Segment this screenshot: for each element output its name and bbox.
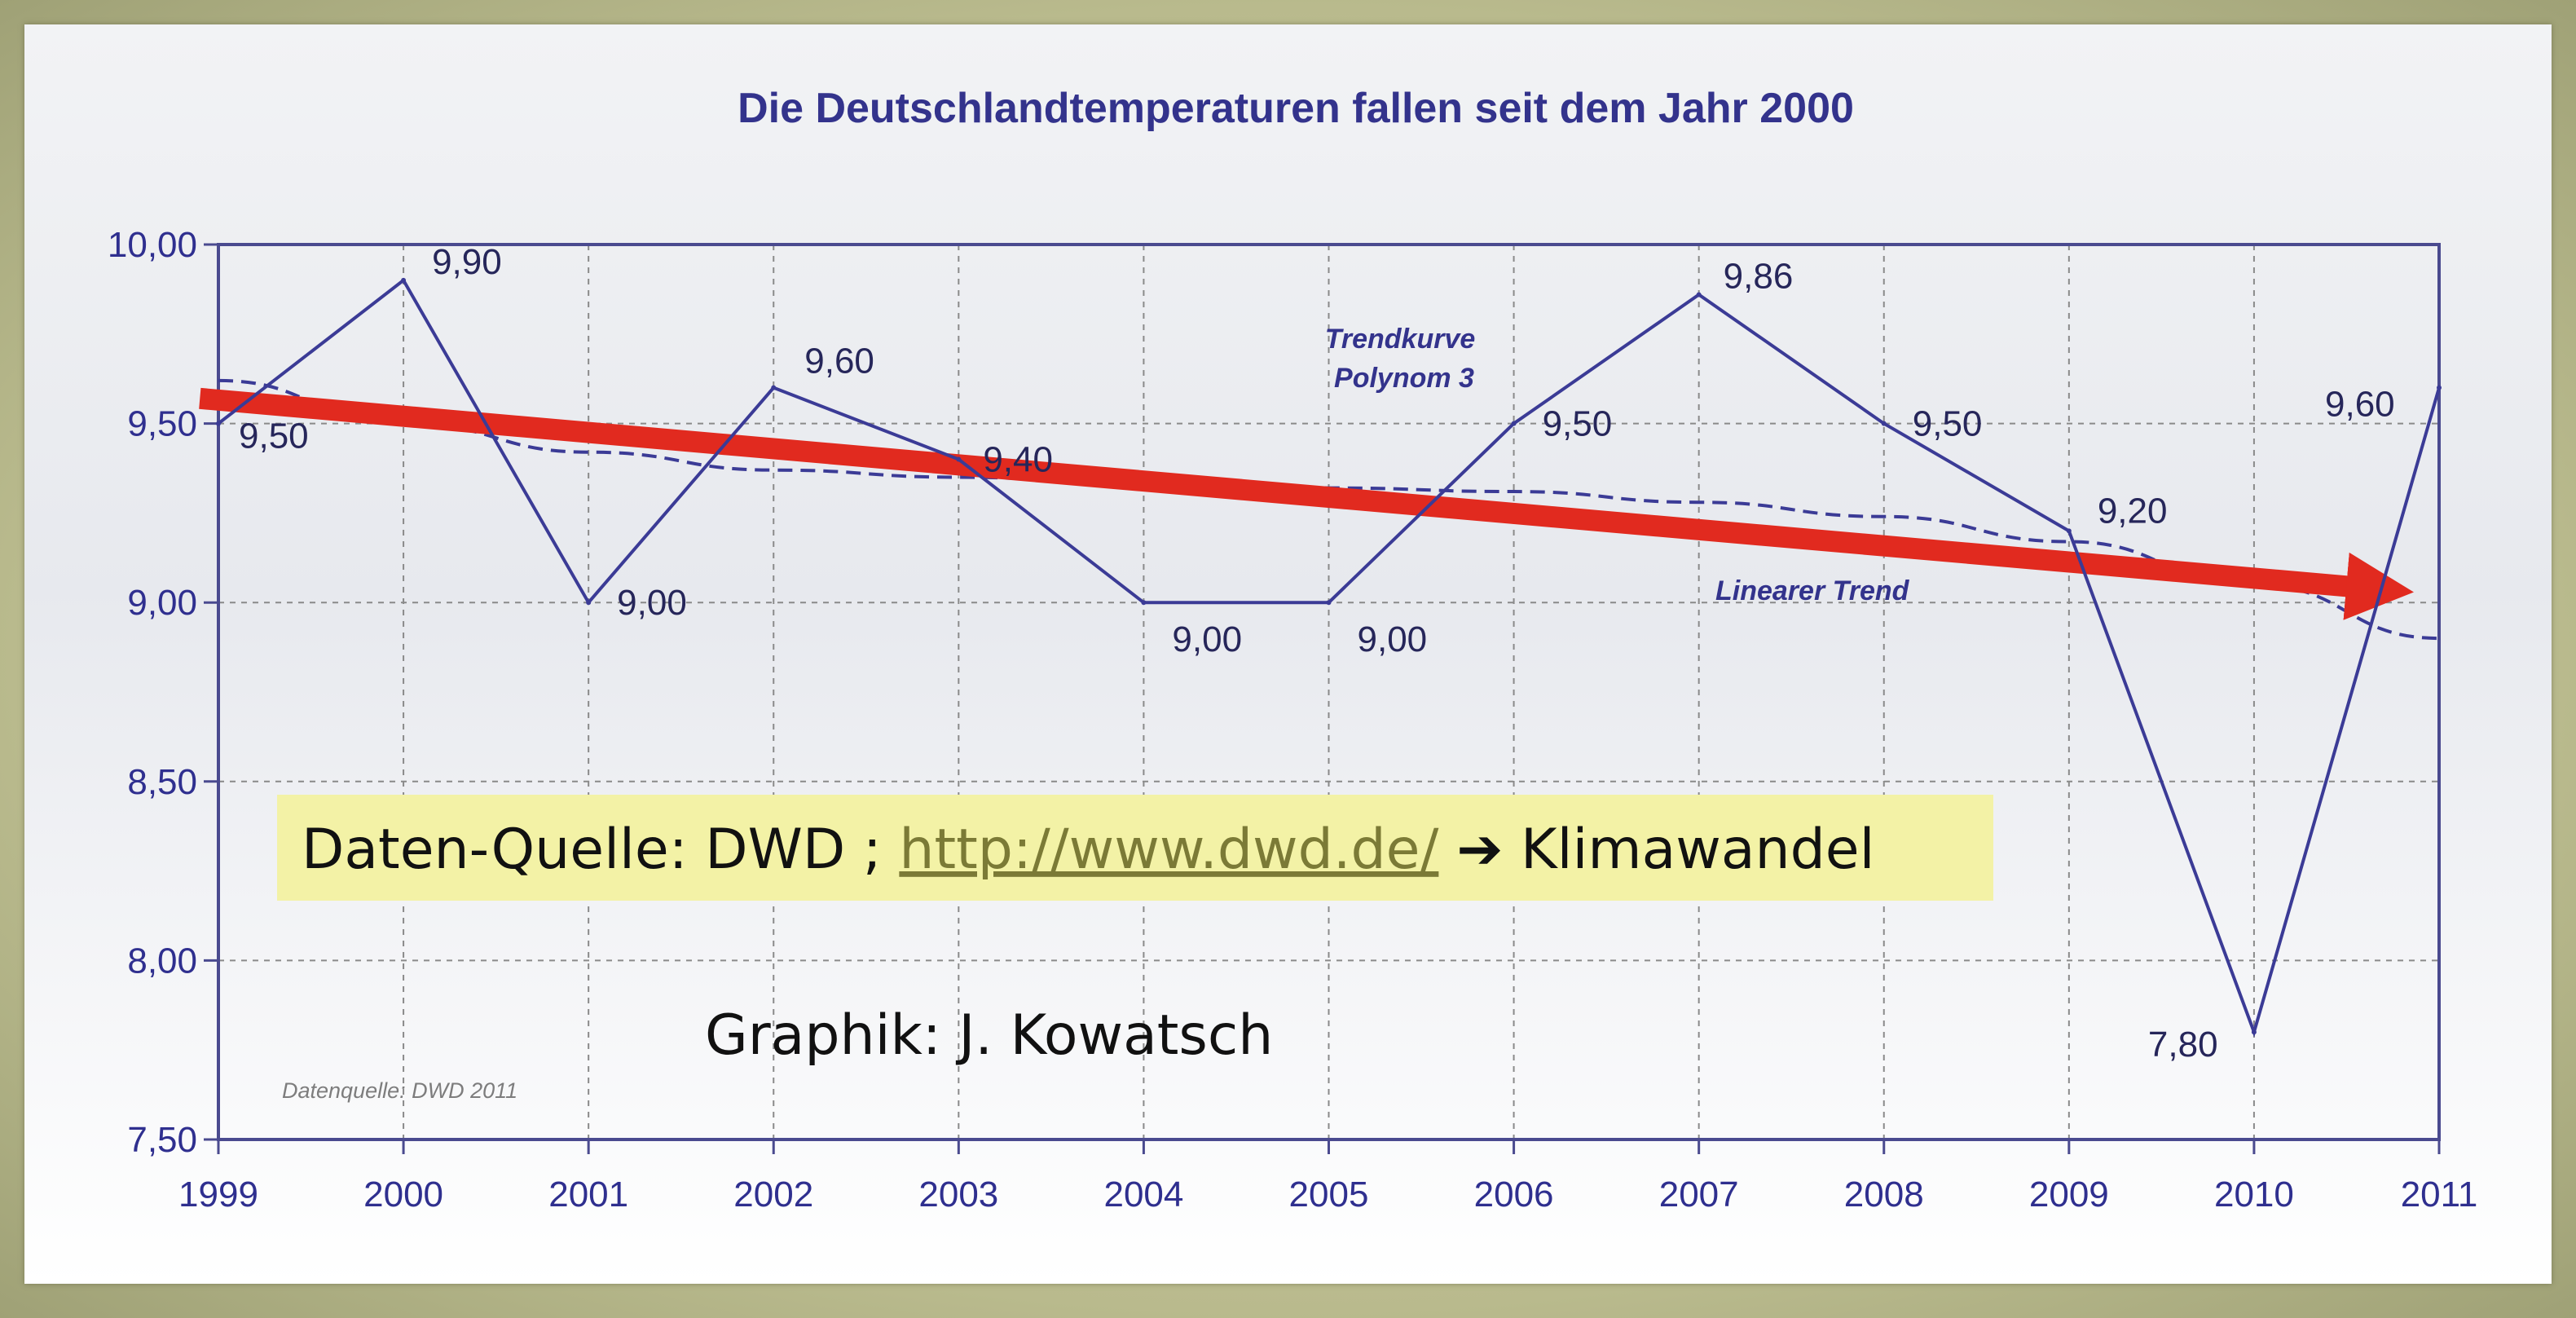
- linear-trend-label: Linearer Trend: [1715, 575, 1910, 606]
- data-label: 9,86: [1724, 256, 1794, 296]
- y-tick-label: 7,50: [127, 1120, 197, 1160]
- data-label: 9,00: [1172, 619, 1242, 659]
- arrow-right-icon: ➔: [1456, 818, 1503, 882]
- x-tick-label: 2004: [1103, 1175, 1183, 1214]
- data-label: 9,90: [432, 242, 502, 282]
- data-label: 9,60: [804, 342, 874, 381]
- data-point: [401, 277, 407, 283]
- data-point: [1326, 600, 1332, 606]
- grid: [218, 245, 2439, 1139]
- chart: Die Deutschlandtemperaturen fallen seit …: [108, 85, 2477, 1214]
- source-suffix: Klimawandel: [1503, 818, 1874, 882]
- source-link[interactable]: http://www.dwd.de/: [899, 818, 1438, 882]
- source-box: [277, 795, 1993, 901]
- x-tick-label: 2001: [548, 1175, 628, 1214]
- data-label: 9,50: [1913, 404, 1983, 444]
- data-point: [1511, 421, 1517, 426]
- data-label: 9,00: [1358, 619, 1428, 659]
- x-axis: 1999 2000 2001 2002 2003 2004 2005 2006 2007 2008…: [178, 1139, 2477, 1214]
- data-point: [216, 421, 221, 426]
- y-tick-label: 8,00: [127, 941, 197, 981]
- data-point: [2251, 1029, 2257, 1035]
- x-tick-label: 2009: [2029, 1175, 2109, 1214]
- data-label: 9,50: [1543, 404, 1613, 444]
- data-point: [1696, 292, 1702, 298]
- x-tick-label: 1999: [178, 1175, 258, 1214]
- data-point: [1141, 600, 1147, 606]
- x-tick-label: 2011: [2401, 1175, 2478, 1214]
- red-trend-arrow: [199, 387, 2415, 620]
- y-tick-label: 8,50: [127, 762, 197, 802]
- data-label: 9,00: [617, 583, 687, 623]
- data-label: 9,60: [2325, 385, 2395, 425]
- data-point: [956, 456, 962, 462]
- data-label: 9,20: [2098, 491, 2168, 531]
- y-axis: 10,00 9,50 9,00 8,50 8,00 7,50: [108, 225, 218, 1160]
- x-tick-label: 2010: [2214, 1175, 2294, 1214]
- x-tick-label: 2003: [918, 1175, 998, 1214]
- credit-text: Graphik: J. Kowatsch: [705, 1003, 1273, 1068]
- y-tick-label: 9,00: [127, 583, 197, 623]
- data-point: [1881, 421, 1887, 426]
- source-text: Daten-Quelle: DWD ; http://www.dwd.de/➔ …: [302, 818, 1875, 882]
- source-small-text: Datenquelle: DWD 2011: [282, 1078, 517, 1103]
- data-point: [2066, 528, 2072, 534]
- trend-curve-label-line2: Polynom 3: [1334, 363, 1474, 394]
- x-tick-label: 2006: [1474, 1175, 1554, 1214]
- chart-title: Die Deutschlandtemperaturen fallen seit …: [738, 85, 1854, 132]
- data-label: 7,80: [2148, 1025, 2218, 1065]
- y-tick-label: 9,50: [127, 404, 197, 444]
- data-label: 9,40: [983, 440, 1053, 480]
- x-tick-label: 2007: [1659, 1175, 1739, 1214]
- data-points: [216, 277, 2442, 1035]
- chart-panel: Die Deutschlandtemperaturen fallen seit …: [24, 24, 2552, 1284]
- x-tick-label: 2000: [363, 1175, 443, 1214]
- data-labels: 9,50 9,90 9,00 9,60 9,40 9,00 9,00 9,50 9,86 9,50…: [239, 242, 2395, 1065]
- y-tick-label: 10,00: [108, 225, 197, 265]
- x-tick-label: 2005: [1289, 1175, 1369, 1214]
- source-prefix: Daten-Quelle: DWD ;: [302, 818, 899, 882]
- data-point: [2437, 385, 2442, 390]
- trend-curve-label-line1: Trendkurve: [1325, 324, 1476, 355]
- x-tick-label: 2008: [1844, 1175, 1924, 1214]
- data-point: [771, 385, 777, 390]
- x-tick-label: 2002: [733, 1175, 813, 1214]
- data-point: [586, 600, 592, 606]
- data-label: 9,50: [239, 417, 309, 456]
